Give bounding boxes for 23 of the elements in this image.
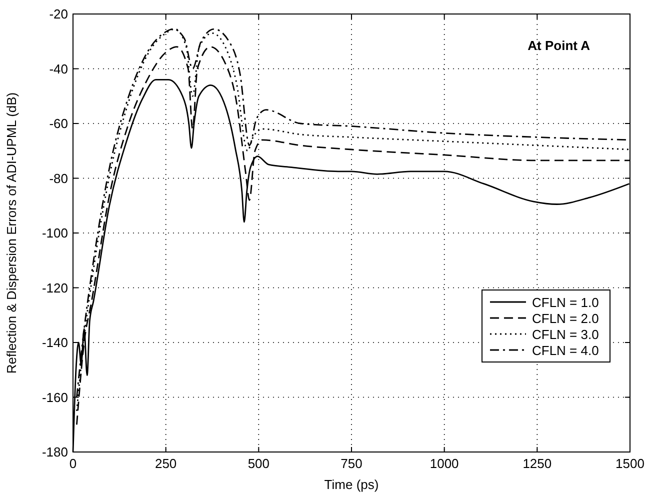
y-tick-label: -160 — [42, 390, 68, 405]
x-tick-label: 1250 — [522, 456, 552, 471]
y-tick-label: -180 — [42, 444, 68, 460]
y-tick-label: -20 — [49, 6, 68, 22]
y-axis-title: Reflection & Dispersion Errors of ADI-UPML (dB) — [4, 92, 19, 374]
x-tick-label: 1000 — [430, 456, 459, 471]
y-tick-label: -80 — [49, 170, 68, 186]
legend-label: CFLN = 3.0 — [532, 327, 599, 342]
annotation: At Point A — [528, 38, 591, 53]
y-tick-label: -140 — [42, 335, 68, 350]
y-tick-label: -40 — [49, 61, 68, 76]
legend-label: CFLN = 1.0 — [532, 295, 599, 310]
legend-label: CFLN = 2.0 — [532, 311, 599, 326]
y-tick-label: -60 — [49, 116, 68, 131]
y-tick-label: -120 — [42, 280, 68, 296]
y-tick-label: -100 — [42, 226, 68, 240]
x-axis-title: Time (ps) — [324, 477, 379, 492]
x-tick-label: 750 — [340, 456, 362, 471]
legend-label: CFLN = 4.0 — [532, 343, 599, 358]
x-tick-label: 1500 — [616, 456, 644, 471]
x-tick-label: 0 — [69, 456, 77, 471]
x-tick-label: 500 — [248, 456, 270, 471]
x-tick-label: 250 — [154, 456, 177, 471]
